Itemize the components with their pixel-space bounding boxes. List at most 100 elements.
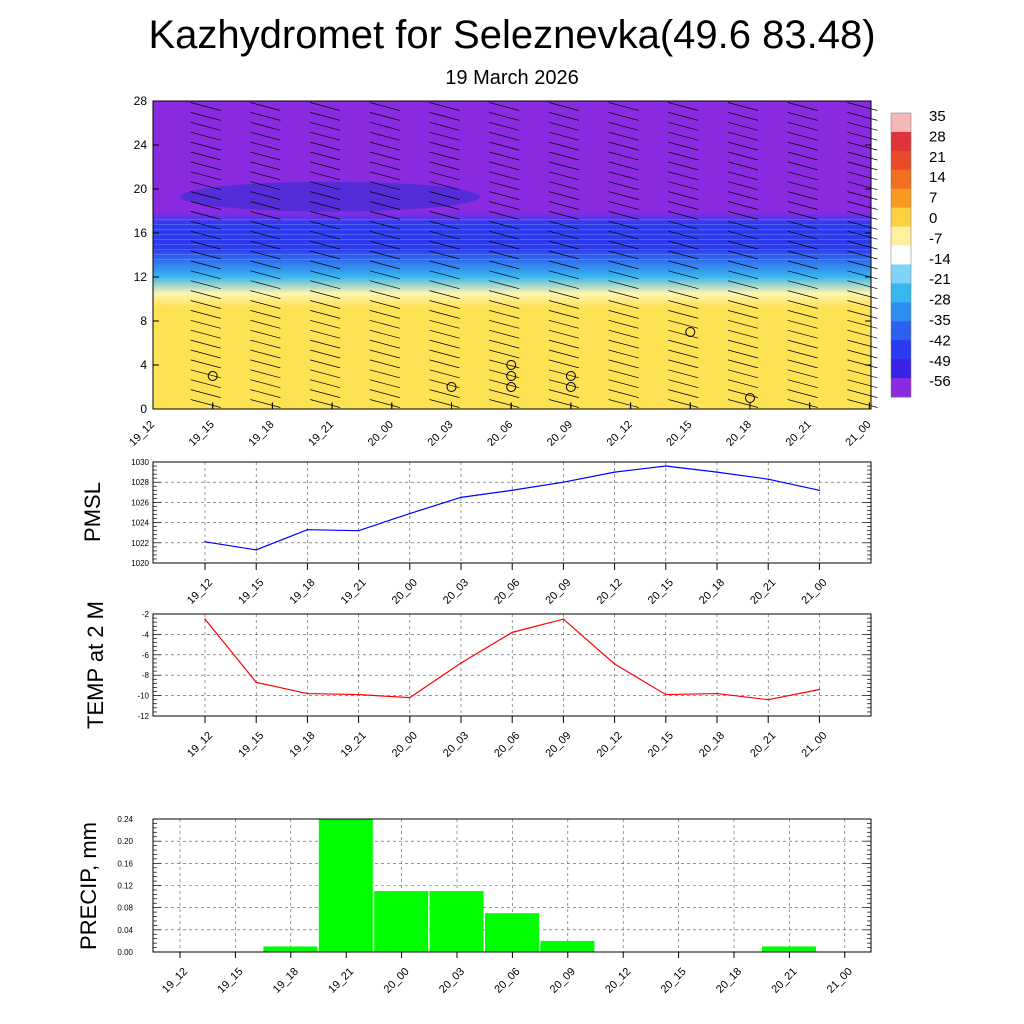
cloud-marker [745,393,755,403]
temp-point [357,693,360,696]
wind-barb [847,230,878,240]
wind-barb [787,280,818,290]
wind-barb [429,270,460,280]
wind-barb [608,399,639,408]
wind-barb [548,379,579,389]
wind-barb [548,319,579,329]
wind-barb [787,379,818,389]
wind-barb [847,191,878,200]
colorbar-swatch [891,169,911,190]
wind-barb [548,102,579,111]
wind-barb [369,349,400,359]
wind-barb [190,191,221,200]
wind-barb [847,329,878,339]
colorbar-label: 28 [929,128,946,145]
wind-barb [369,250,400,260]
wind-barb [608,171,639,181]
cloud-marker [207,371,218,381]
wind-barb [369,230,400,240]
wind-barb [608,201,639,210]
colorbar-swatch [891,359,911,379]
colorbar-swatch [891,378,911,398]
wind-barb [369,310,400,319]
wind-barb [190,161,221,171]
wind-barb [250,121,281,131]
wind-barb [310,220,341,230]
wind-barb [310,102,341,111]
wind-barb [608,121,639,131]
x-tick-label: 20_18 [697,730,727,760]
wind-barb [608,389,639,398]
wind-barb [727,329,759,339]
chart-subtitle: 19 March 2026 [445,67,579,89]
wind-barb [250,211,281,220]
wind-barb [250,270,281,280]
wind-barb [608,359,639,369]
x-tick-label: 19_15 [236,730,266,760]
x-tick-label: 21_00 [799,577,829,607]
x-tick-label: 19_21 [339,730,369,760]
wind-barb [369,359,400,369]
wind-barb [847,141,878,151]
wind-barb [847,349,878,359]
wind-barb [787,121,818,131]
precip-bar [485,913,539,952]
x-tick-label: 20_03 [426,419,456,449]
x-tick-label: 19_18 [246,419,276,449]
wind-barb [250,280,281,290]
wind-barb [250,369,281,379]
wind-barb [668,290,699,299]
wind-barb [847,389,878,398]
wind-barb [429,379,460,389]
colorbar-label: -28 [929,292,951,309]
pmsl-point [716,471,718,473]
temp-point [460,662,462,664]
wind-barb [548,260,579,270]
wind-barb [727,191,759,200]
wind-barb [668,399,699,408]
wind-barb [429,399,460,408]
wind-barb [548,270,579,280]
wind-barb [310,260,341,270]
wind-barb [668,151,699,161]
wind-barb [369,379,400,389]
wind-barb [310,339,341,349]
wind-barb [489,230,520,240]
x-tick-label: 19_15 [215,966,245,996]
wind-barb [548,349,579,359]
wind-barb [787,191,818,200]
wind-barb [369,181,400,191]
wind-barb [668,220,699,230]
pmsl-point [255,549,257,551]
wind-barb [489,201,520,210]
wind-barb [190,151,221,161]
y-tick-label: -6 [142,651,150,660]
wind-barb [489,112,520,121]
wind-barb [250,250,281,260]
colorbar-label: -7 [929,230,942,247]
pmsl-series-line [204,465,820,551]
wind-barb [787,141,818,151]
wind-barb [727,379,759,389]
wind-barb [369,399,400,408]
x-tick-label: 20_12 [603,966,633,996]
wind-barb [310,389,341,398]
wind-barb [429,171,460,181]
wind-barb [429,121,460,131]
wind-barb [787,131,818,141]
wind-barb [787,369,818,379]
wind-barb [727,201,759,210]
temp-point [665,693,667,696]
x-tick-label: 20_09 [548,966,578,996]
wind-barb [548,339,579,349]
wind-barb [310,349,341,359]
wind-barb [190,201,221,210]
wind-barb [429,201,460,210]
wind-barb [429,112,460,121]
colorbar-swatch [891,131,911,152]
precip-bar [429,891,484,952]
wind-barb [847,121,878,131]
wind-barb [727,151,759,161]
cloud-marker [446,382,457,392]
wind-barb [489,290,520,299]
